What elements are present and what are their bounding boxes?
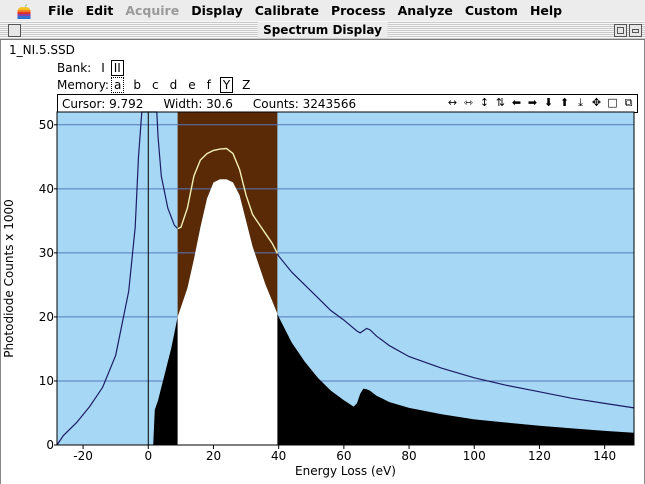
window-title-bar[interactable]: Spectrum Display: [0, 21, 645, 40]
x-tick-label-80: 80: [401, 449, 416, 463]
y-tick-label-40: 40: [39, 182, 54, 196]
arrows-fit-icon[interactable]: ✥: [591, 96, 602, 109]
menu-calibrate[interactable]: Calibrate: [254, 3, 319, 18]
menu-acquire[interactable]: Acquire: [125, 3, 180, 18]
arrow-down-zero-icon[interactable]: ⤓: [578, 96, 583, 109]
window-small-icon[interactable]: □: [607, 96, 618, 109]
x-tick-label-140: 140: [593, 449, 616, 463]
plot-toolbar: ↔ ⇿ ↕ ⇅ ⬅ ➡ ⬇ ⬆ ⤓ ✥ □ ⧉: [444, 95, 636, 112]
bank-selector: Bank: I II: [57, 60, 124, 76]
memory-option-d[interactable]: d: [169, 78, 178, 92]
collapse-box-icon[interactable]: [629, 24, 642, 37]
bank-option-2[interactable]: II: [110, 60, 124, 76]
apple-menu-icon[interactable]: [14, 2, 34, 20]
y-axis-label: Photodiode Counts x 1000: [2, 199, 16, 358]
plot-background: [57, 112, 634, 445]
contract-vertical-icon[interactable]: ⇅: [495, 96, 506, 109]
menu-process[interactable]: Process: [330, 3, 386, 18]
window-highlight-curve: [177, 147, 279, 254]
arrow-left-icon[interactable]: ⬅: [511, 96, 522, 109]
x-tick-label-20: 20: [206, 449, 221, 463]
x-tick-label-60: 60: [336, 449, 351, 463]
y-tick-label-20: 20: [39, 310, 54, 324]
plot-frame: [56, 111, 635, 446]
x-tick-label-120: 120: [528, 449, 551, 463]
arrow-down-icon[interactable]: ⬇: [543, 96, 554, 109]
menu-help[interactable]: Help: [529, 3, 563, 18]
bank-label: Bank:: [57, 61, 92, 75]
x-axis-ticks: -20 0 20 40 60 80 100 120 140: [73, 445, 616, 463]
memory-option-c[interactable]: c: [151, 78, 159, 92]
cursor-readout: Cursor: 9.792: [62, 96, 144, 111]
grid-lines: [57, 124, 634, 382]
menu-edit[interactable]: Edit: [85, 3, 114, 18]
memory-option-z[interactable]: Z: [242, 78, 251, 92]
y-tick-label-0: 0: [46, 438, 54, 452]
window-title: Spectrum Display: [257, 22, 388, 38]
menu-bar: File Edit Acquire Display Calibrate Proc…: [0, 0, 645, 22]
zoom-box-icon[interactable]: [614, 24, 627, 37]
y-tick-label-10: 10: [39, 374, 54, 388]
memory-option-a[interactable]: a: [110, 77, 125, 93]
memory-selector: Memory: a b c d e f Y Z: [57, 77, 252, 93]
menu-custom[interactable]: Custom: [464, 3, 518, 18]
bank-option-1[interactable]: I: [101, 61, 105, 75]
x-axis-label: Energy Loss (eV): [295, 464, 396, 478]
expand-horizontal-icon[interactable]: ↔: [447, 96, 458, 109]
x-tick-label--20: -20: [73, 449, 93, 463]
x-tick-label-0: 0: [144, 449, 152, 463]
memory-label: Memory:: [57, 78, 109, 92]
menu-display[interactable]: Display: [191, 3, 243, 18]
memory-option-y[interactable]: Y: [219, 77, 234, 93]
arrow-right-icon[interactable]: ➡: [527, 96, 538, 109]
y-tick-label-50: 50: [39, 118, 54, 132]
file-name: 1_NI.5.SSD: [9, 43, 75, 57]
window-overlay-icon[interactable]: ⧉: [624, 96, 633, 109]
expand-vertical-icon[interactable]: ↕: [479, 96, 490, 109]
window-highlight-area: [177, 179, 278, 445]
arrow-up-icon[interactable]: ⬆: [559, 96, 570, 109]
memory-option-f[interactable]: f: [206, 78, 211, 92]
x-tick-label-40: 40: [271, 449, 286, 463]
counts-readout: Counts: 3243566: [252, 96, 357, 111]
menu-analyze[interactable]: Analyze: [397, 3, 453, 18]
memory-option-e[interactable]: e: [188, 78, 196, 92]
y-axis-ticks: 0 10 20 30 40 50: [39, 118, 57, 452]
x-tick-label-100: 100: [463, 449, 486, 463]
memory-option-b[interactable]: b: [133, 78, 141, 92]
contract-horizontal-icon[interactable]: ⇿: [463, 96, 474, 109]
width-readout: Width: 30.6: [163, 96, 233, 111]
y-tick-label-30: 30: [39, 246, 54, 260]
close-box-icon[interactable]: [8, 24, 21, 37]
menu-file[interactable]: File: [48, 3, 74, 18]
